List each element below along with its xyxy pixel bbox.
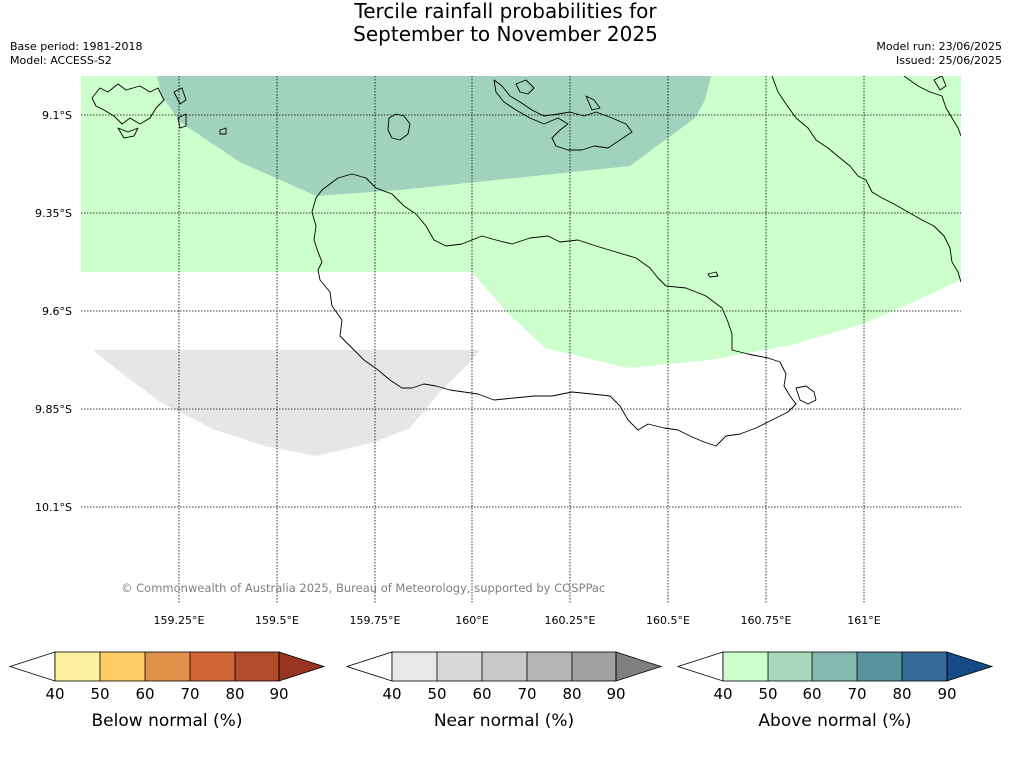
map-title-line-1: Tercile rainfall probabilities for [354, 0, 657, 23]
probability-fill-layer [81, 76, 961, 456]
colorbar-tick: 70 [180, 685, 199, 703]
colorbar-above-normal-swatch-4 [902, 652, 947, 681]
colorbar-tick: 40 [45, 685, 64, 703]
colorbar-above-normal-swatch-1 [768, 652, 812, 681]
colorbar-near-normal-swatch-0 [392, 652, 437, 681]
russell-islands-coastline [91, 83, 165, 125]
colorbar-tick: 50 [427, 685, 446, 703]
colorbar-near-normal-swatch-1 [437, 652, 482, 681]
colorbar-above-normal-over-triangle [946, 651, 994, 682]
small-island-coastline [707, 271, 719, 278]
colorbar-tick: 60 [802, 685, 821, 703]
colorbar-tick: 40 [382, 685, 401, 703]
colorbar-below-normal-over-triangle [278, 651, 326, 682]
lat-label: 9.35°S [35, 207, 72, 220]
colorbar-tick: 80 [892, 685, 911, 703]
florida-islands-coastline-3 [585, 95, 601, 111]
model-name-text: Model: ACCESS-S2 [10, 54, 112, 67]
colorbar-above-normal-label: Above normal (%) [758, 711, 911, 731]
map-title-line-2: September to November 2025 [353, 22, 658, 46]
guadalcanal-coastline [311, 173, 797, 447]
lon-labels: 159.25°E 159.5°E 159.75°E 160°E 160.25°E… [154, 614, 881, 627]
colorbar-near-normal-under-triangle [345, 651, 393, 682]
colorbar-below-normal-swatch-3 [190, 652, 235, 681]
colorbar-below-normal-swatch-4 [235, 652, 279, 681]
colorbar-below-normal-swatch-2 [145, 652, 190, 681]
colorbar-tick: 80 [225, 685, 244, 703]
map-title: Tercile rainfall probabilities for Septe… [0, 0, 1011, 46]
lon-label: 159.25°E [154, 614, 205, 627]
lon-label: 159.75°E [350, 614, 401, 627]
colorbar-tick: 90 [269, 685, 288, 703]
base-period-text: Base period: 1981-2018 [10, 40, 143, 53]
malaita-coastline [771, 76, 961, 283]
russell-islands-coastline-2 [117, 127, 139, 139]
florida-islands-coastline [493, 79, 633, 151]
near-normal-40-50-region [93, 350, 480, 456]
issued-date-text: Issued: 25/06/2025 [895, 54, 1002, 67]
colorbar-near-normal-swatch-4 [572, 652, 616, 681]
lat-label: 10.1°S [35, 501, 72, 514]
colorbar-tick: 70 [517, 685, 536, 703]
colorbar-near-normal-swatch-2 [482, 652, 527, 681]
lat-label: 9.6°S [42, 305, 72, 318]
lat-labels: 9.1°S 9.35°S 9.6°S 9.85°S 10.1°S [35, 109, 72, 514]
colorbar-above-normal-swatch-0 [723, 652, 768, 681]
colorbar-tick: 50 [90, 685, 109, 703]
colorbar-tick: 70 [847, 685, 866, 703]
colorbar-below-normal-swatch-0 [55, 652, 100, 681]
colorbar-tick: 40 [713, 685, 732, 703]
colorbar-tick: 60 [472, 685, 491, 703]
malaita-coastline-2 [903, 76, 961, 137]
colorbar-below-normal-under-triangle [8, 651, 56, 682]
colorbar-below-normal-swatch-1 [100, 652, 145, 681]
lon-label: 160.5°E [646, 614, 690, 627]
marau-islands-coastline [795, 385, 817, 405]
colorbar-tick: 50 [758, 685, 777, 703]
colorbar-near-normal-over-triangle [615, 651, 663, 682]
coastline-layer [91, 76, 961, 447]
colorbar-near-normal: 40 50 60 70 80 90 Near normal (%) [345, 651, 663, 731]
colorbar-near-normal-label: Near normal (%) [434, 711, 574, 731]
malaita-coastline-3 [933, 76, 947, 91]
graticule [81, 76, 961, 604]
lat-label: 9.85°S [35, 403, 72, 416]
colorbar-above-normal-under-triangle [676, 651, 724, 682]
savo-island-coastline [387, 113, 411, 141]
lon-label: 160.75°E [741, 614, 792, 627]
above-normal-50-60-region [157, 76, 711, 196]
colorbar-above-normal: 40 50 60 70 80 90 Above normal (%) [676, 651, 994, 731]
model-run-text: Model run: 23/06/2025 [876, 40, 1002, 53]
colorbar-near-normal-swatch-3 [527, 652, 572, 681]
lon-label: 160°E [455, 614, 488, 627]
lon-label: 161°E [847, 614, 880, 627]
run-info: Model run: 23/06/2025 Issued: 25/06/2025 [876, 40, 1002, 68]
colorbar-above-normal-swatch-3 [857, 652, 902, 681]
colorbar-above-normal-swatch-2 [812, 652, 857, 681]
colorbar-tick: 90 [937, 685, 956, 703]
russell-islands-coastline-5 [219, 127, 227, 135]
colorbar-tick: 90 [606, 685, 625, 703]
colorbar-below-normal: 40 50 60 70 80 90 Below normal (%) [8, 651, 326, 731]
colorbar-below-normal-label: Below normal (%) [92, 711, 243, 731]
lon-label: 159.5°E [255, 614, 299, 627]
model-info: Base period: 1981-2018 Model: ACCESS-S2 [10, 40, 142, 68]
lon-label: 160.25°E [545, 614, 596, 627]
copyright-text: © Commonwealth of Australia 2025, Bureau… [121, 581, 605, 595]
colorbar-tick: 60 [135, 685, 154, 703]
lat-label: 9.1°S [42, 109, 72, 122]
florida-islands-coastline-2 [515, 79, 535, 95]
colorbar-tick: 80 [562, 685, 581, 703]
russell-islands-coastline-4 [177, 113, 187, 129]
russell-islands-coastline-3 [173, 87, 187, 105]
